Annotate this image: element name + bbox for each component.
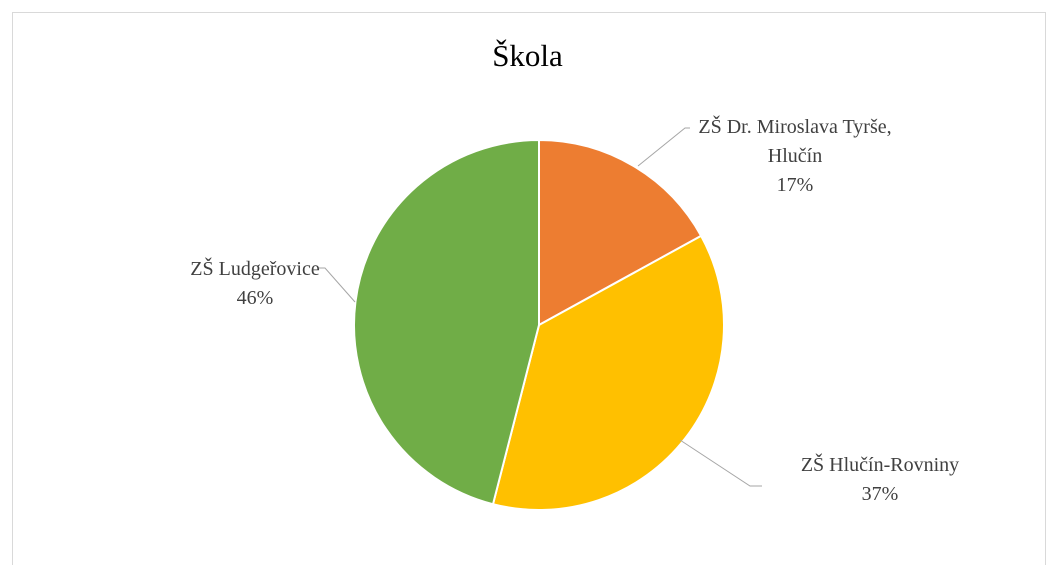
value-label: 17% (776, 174, 814, 196)
leader-line (637, 127, 690, 167)
data-label: ZŠ Dr. Miroslava Tyrše, Hlučín 17% (690, 113, 900, 200)
chart-border (12, 12, 1046, 565)
leader-line (318, 267, 356, 303)
pie-slice (491, 234, 725, 511)
data-label: ZŠ Hlučín-Rovniny 37% (760, 451, 1000, 509)
data-label: ZŠ Ludgeřovice 46% (170, 255, 340, 313)
value-label: 46% (236, 287, 274, 309)
value-label: 37% (861, 483, 899, 505)
category-label: ZŠ Ludgeřovice (190, 258, 320, 280)
leader-line (679, 439, 762, 487)
pie-slice (353, 138, 540, 506)
chart-title: Škola (492, 38, 563, 73)
pie-slice (538, 138, 703, 327)
category-label: ZŠ Hlučín-Rovniny (800, 454, 960, 476)
category-label: ZŠ Dr. Miroslava Tyrše, Hlučín (698, 116, 892, 167)
